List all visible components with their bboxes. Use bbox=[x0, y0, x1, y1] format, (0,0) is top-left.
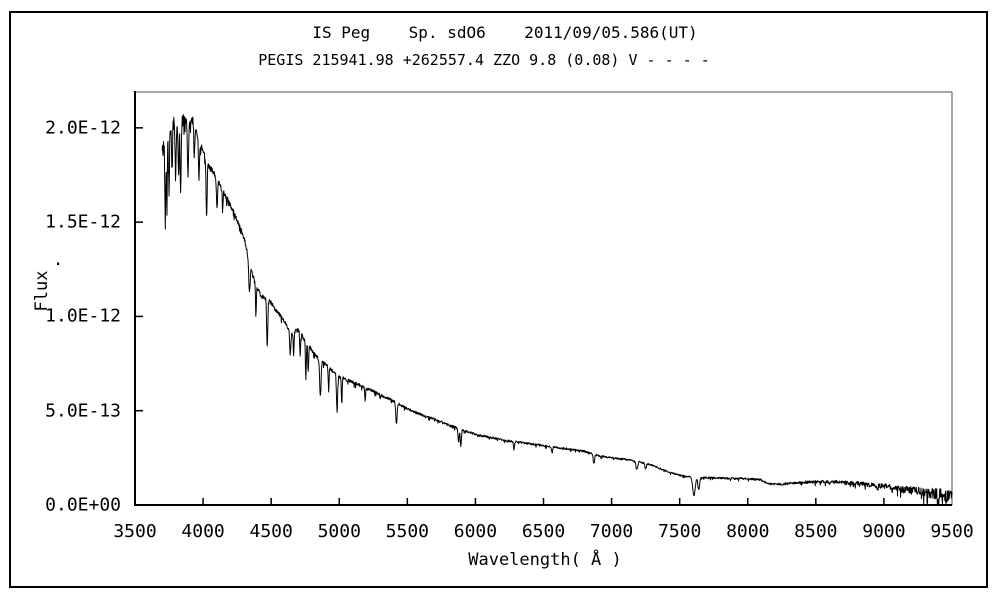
x-tick-label: 9500 bbox=[930, 521, 974, 542]
y-tick-label: 5.0E-13 bbox=[45, 400, 121, 422]
x-axis-title: Wavelength( Å ) bbox=[468, 550, 622, 570]
x-tick-label: 4000 bbox=[181, 521, 225, 542]
chart-subtitle: PEGIS 215941.98 +262557.4 ZZO 9.8 (0.08)… bbox=[258, 51, 710, 69]
axis-ticks bbox=[135, 127, 885, 505]
chart-title: IS Peg Sp. sdO6 2011/09/05.586(UT) bbox=[312, 23, 698, 42]
x-tick-label: 6500 bbox=[521, 521, 566, 542]
x-tick-label: 5500 bbox=[385, 521, 430, 542]
outer-border bbox=[9, 11, 988, 588]
x-tick-label: 8500 bbox=[794, 521, 838, 542]
x-tick-label: 3500 bbox=[113, 521, 157, 542]
y-tick-label: 1.5E-12 bbox=[45, 211, 121, 233]
x-tick-label: 9000 bbox=[862, 521, 906, 542]
y-tick-label: 1.0E-12 bbox=[45, 305, 121, 327]
spectrum-line bbox=[161, 114, 953, 505]
y-axis-title-dot: . bbox=[53, 250, 64, 270]
x-tick-label: 7500 bbox=[657, 521, 702, 542]
x-tick-label: 5000 bbox=[317, 521, 361, 542]
x-tick-label: 6000 bbox=[453, 521, 498, 542]
y-tick-label: 0.0E+00 bbox=[45, 494, 121, 516]
x-tick-label: 7000 bbox=[589, 521, 634, 542]
y-tick-label: 2.0E-12 bbox=[45, 117, 121, 139]
x-tick-label: 8000 bbox=[726, 521, 770, 542]
x-tick-label: 4500 bbox=[249, 521, 293, 542]
